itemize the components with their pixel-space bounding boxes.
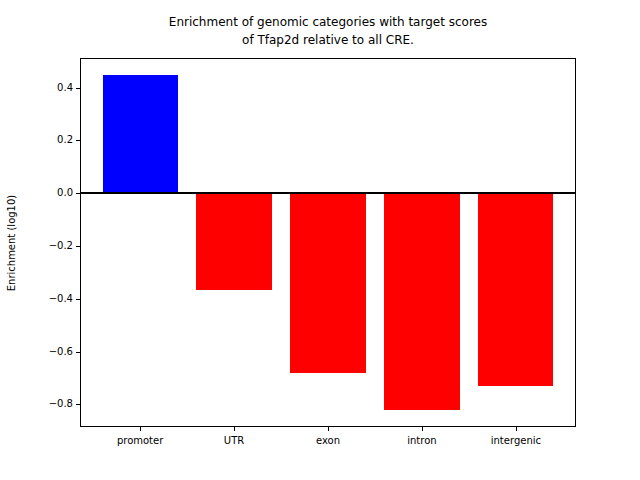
- x-tick-mark: [328, 427, 329, 431]
- y-tick-label: −0.6: [33, 347, 73, 357]
- y-tick-mark: [76, 299, 80, 300]
- y-tick-label: −0.4: [33, 294, 73, 304]
- x-tick-mark: [234, 427, 235, 431]
- chart-title-line1: Enrichment of genomic categories with ta…: [80, 13, 576, 31]
- y-tick-mark: [76, 140, 80, 141]
- y-tick-mark: [76, 88, 80, 89]
- x-tick-label-intron: intron: [377, 435, 467, 447]
- y-tick-mark: [76, 404, 80, 405]
- y-tick-label: 0.4: [33, 83, 73, 93]
- y-tick-label: −0.2: [33, 241, 73, 251]
- y-tick-mark: [76, 352, 80, 353]
- y-tick-mark: [76, 246, 80, 247]
- bar-exon: [290, 193, 365, 373]
- y-tick-mark: [76, 193, 80, 194]
- y-tick-label: −0.8: [33, 399, 73, 409]
- y-tick-label: 0.0: [33, 188, 73, 198]
- y-axis-label: Enrichment (log10): [6, 83, 20, 403]
- x-tick-label-promoter: promoter: [95, 435, 185, 447]
- x-tick-mark: [140, 427, 141, 431]
- chart-title-line2: of Tfap2d relative to all CRE.: [80, 31, 576, 49]
- y-tick-label: 0.2: [33, 135, 73, 145]
- zero-line: [80, 192, 576, 194]
- bar-promoter: [103, 75, 178, 193]
- bar-intron: [384, 193, 459, 410]
- x-tick-label-intergenic: intergenic: [471, 435, 561, 447]
- x-tick-label-UTR: UTR: [189, 435, 279, 447]
- bar-chart-figure: Enrichment of genomic categories with ta…: [0, 0, 640, 480]
- bar-UTR: [196, 193, 271, 290]
- chart-title: Enrichment of genomic categories with ta…: [80, 13, 576, 49]
- x-tick-mark: [516, 427, 517, 431]
- x-tick-label-exon: exon: [283, 435, 373, 447]
- x-tick-mark: [422, 427, 423, 431]
- bar-intergenic: [478, 193, 553, 386]
